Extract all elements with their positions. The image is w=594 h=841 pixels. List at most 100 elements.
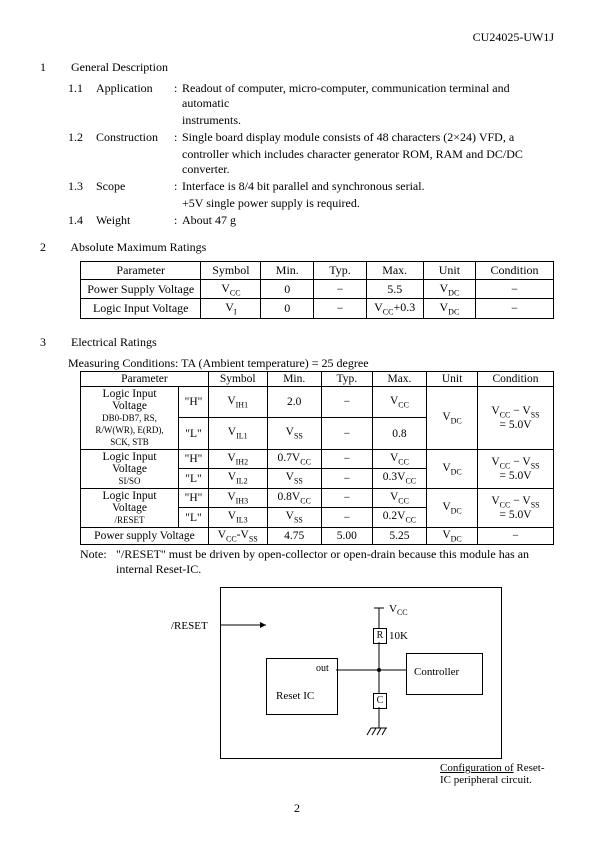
cell: 5.5: [366, 280, 423, 299]
cell: VSS: [267, 469, 321, 489]
colon: :: [174, 213, 182, 228]
desc-text: Readout of computer, micro-computer, com…: [182, 81, 554, 111]
table-row: Logic Input Voltage VI 0 − VCC+0.3 VDC −: [81, 299, 554, 318]
cell: VDC: [427, 386, 478, 449]
note-label: Note:: [80, 547, 116, 577]
desc-1-2: 1.2 Construction : Single board display …: [68, 130, 554, 145]
measuring-conditions: Measuring Conditions: TA (Ambient temper…: [68, 356, 554, 371]
page-number: 2: [0, 801, 594, 816]
cell: VCC: [372, 386, 426, 418]
desc-num: 1.3: [68, 179, 96, 194]
cell: 0.8VCC: [267, 488, 321, 508]
desc-num: 1.2: [68, 130, 96, 145]
cell: −: [321, 508, 372, 528]
cell: Power Supply Voltage: [81, 280, 201, 299]
desc-1-4: 1.4 Weight : About 47 g: [68, 213, 554, 228]
cell: VCC: [372, 449, 426, 469]
reset-ic-label: Reset IC: [276, 690, 314, 702]
th-typ: Typ.: [314, 262, 366, 280]
section-2-num: 2: [40, 240, 68, 255]
desc-1-1: 1.1 Application : Readout of computer, m…: [68, 81, 554, 111]
desc-1-3-cont: +5V single power supply is required.: [182, 196, 554, 211]
cell: VI: [201, 299, 261, 318]
th-typ: Typ.: [321, 371, 372, 386]
note: Note: "/RESET" must be driven by open-co…: [80, 547, 554, 577]
cell: 5.00: [321, 527, 372, 544]
table-row: Power supply Voltage VCC-VSS 4.75 5.00 5…: [81, 527, 554, 544]
th-unit: Unit: [423, 262, 475, 280]
cell: 0: [261, 299, 314, 318]
th-cond: Condition: [477, 371, 553, 386]
table-row: Logic Input Voltage /RESET "H" VIH3 0.8V…: [81, 488, 554, 508]
desc-text: Interface is 8/4 bit parallel and synchr…: [182, 179, 554, 194]
colon: :: [174, 81, 182, 111]
cell: Power supply Voltage: [81, 527, 209, 544]
cell: VSS: [267, 418, 321, 450]
cell: VDC: [423, 280, 475, 299]
section-3-num: 3: [40, 335, 68, 350]
th-min: Min.: [261, 262, 314, 280]
cell: VIH1: [208, 386, 267, 418]
table-row: Logic Input Voltage DB0-DB7, RS,R/W(WR),…: [81, 386, 554, 418]
section-1-heading: 1 General Description: [40, 60, 554, 75]
colon: :: [174, 179, 182, 194]
desc-label: Weight: [96, 213, 174, 228]
section-1-title: General Description: [71, 60, 168, 74]
cell: "H": [179, 488, 209, 508]
desc-1-1-cont: instruments.: [182, 113, 554, 128]
cell: −: [321, 386, 372, 418]
cell: VIL3: [208, 508, 267, 528]
desc-num: 1.1: [68, 81, 96, 111]
capacitor-box: C: [373, 693, 387, 709]
desc-text: Single board display module consists of …: [182, 130, 554, 145]
cell-param: Logic Input Voltage DB0-DB7, RS,R/W(WR),…: [81, 386, 179, 449]
cell: 4.75: [267, 527, 321, 544]
cell: 0: [261, 280, 314, 299]
cell: −: [314, 280, 366, 299]
resistor-box: R: [373, 628, 387, 644]
cell: −: [321, 469, 372, 489]
desc-text: About 47 g: [182, 213, 554, 228]
th-max: Max.: [366, 262, 423, 280]
cell: −: [321, 488, 372, 508]
cell: VDC: [423, 299, 475, 318]
desc-label: Scope: [96, 179, 174, 194]
cell: 0.7VCC: [267, 449, 321, 469]
cell: VIL2: [208, 469, 267, 489]
abs-max-table: Parameter Symbol Min. Typ. Max. Unit Con…: [80, 261, 554, 319]
diagram-caption: Configuration of Reset-IC peripheral cir…: [440, 762, 554, 786]
cell-param: Logic Input Voltage /RESET: [81, 488, 179, 527]
desc-1-2-cont2: converter.: [182, 162, 554, 177]
cell: VDC: [427, 449, 478, 488]
cell: −: [476, 280, 554, 299]
cell: VCC+0.3: [366, 299, 423, 318]
th-param: Parameter: [81, 371, 209, 386]
reset-label: /RESET: [171, 620, 208, 632]
out-label: out: [316, 663, 329, 674]
cell: VCC − VSS= 5.0V: [477, 488, 553, 527]
note-text: "/RESET" must be driven by open-collecto…: [116, 547, 529, 577]
cell-param: Logic Input Voltage SI/SO: [81, 449, 179, 488]
desc-label: Application: [96, 81, 174, 111]
cell: −: [476, 299, 554, 318]
th-symbol: Symbol: [201, 262, 261, 280]
desc-label: Construction: [96, 130, 174, 145]
th-unit: Unit: [427, 371, 478, 386]
table-row: Power Supply Voltage VCC 0 − 5.5 VDC −: [81, 280, 554, 299]
cell: "L": [179, 469, 209, 489]
vcc-label: VCC: [389, 603, 408, 617]
th-max: Max.: [372, 371, 426, 386]
cell: −: [477, 527, 553, 544]
cell: −: [321, 449, 372, 469]
cell: VIL1: [208, 418, 267, 450]
cell: VCC: [372, 488, 426, 508]
th-symbol: Symbol: [208, 371, 267, 386]
th-cond: Condition: [476, 262, 554, 280]
desc-num: 1.4: [68, 213, 96, 228]
resistor-value: 10K: [389, 630, 408, 642]
cell: 2.0: [267, 386, 321, 418]
section-2-title: Absolute Maximum Ratings: [70, 240, 206, 254]
cell: VCC − VSS= 5.0V: [477, 449, 553, 488]
desc-1-2-cont1: controller which includes character gene…: [182, 147, 554, 162]
section-3-heading: 3 Electrical Ratings: [40, 335, 554, 350]
